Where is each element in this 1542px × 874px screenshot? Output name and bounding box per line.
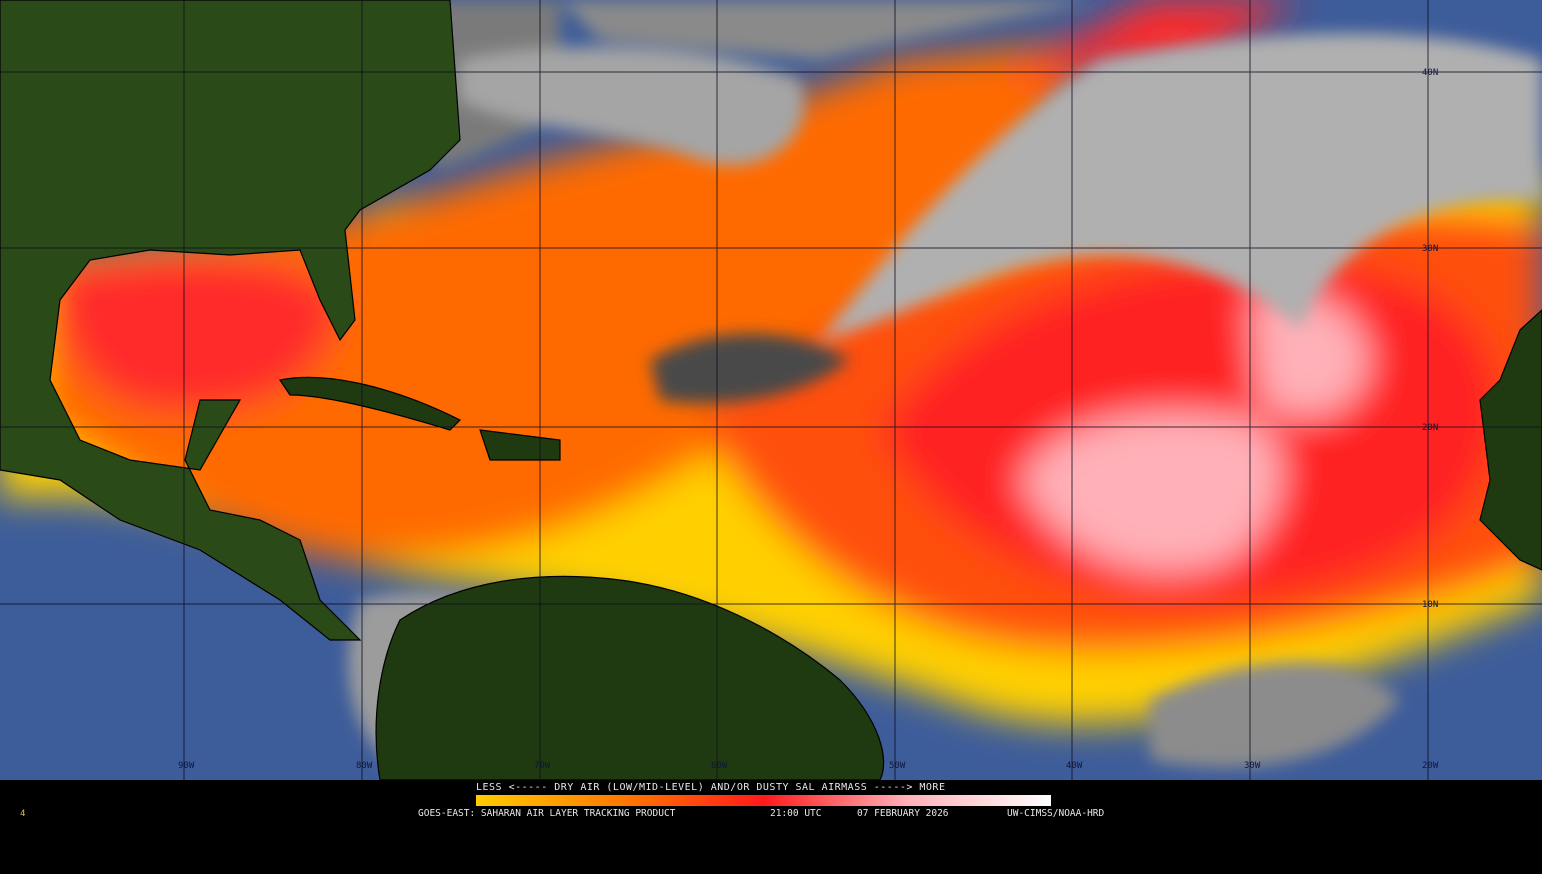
lat-label: 30N <box>1422 244 1438 254</box>
lon-label: 90W <box>178 761 195 771</box>
lat-label: 20N <box>1422 423 1438 433</box>
dry-air-layer <box>0 0 1542 724</box>
legend-color-bar <box>476 795 1051 806</box>
lon-label: 50W <box>889 761 906 771</box>
africa <box>1479 309 1542 571</box>
footer: LESS <----- DRY AIR (LOW/MID-LEVEL) AND/… <box>0 780 1542 820</box>
south-america <box>375 575 885 780</box>
lon-label: 30W <box>1244 761 1261 771</box>
lon-label: 80W <box>356 761 373 771</box>
lon-label: 60W <box>711 761 728 771</box>
satellite-map: 90W 80W 70W 60W 50W 40W 30W 20W 40N 30N … <box>0 0 1542 780</box>
lat-label: 10N <box>1422 600 1438 610</box>
lon-label: 40W <box>1066 761 1083 771</box>
legend-title: LESS <----- DRY AIR (LOW/MID-LEVEL) AND/… <box>476 782 946 793</box>
land-masses <box>0 0 1542 780</box>
product-info: GOES-EAST: SAHARAN AIR LAYER TRACKING PR… <box>12 808 1542 874</box>
latitude-labels: 40N 30N 20N 10N <box>1422 68 1438 610</box>
cuba <box>279 376 462 431</box>
lat-label: 40N <box>1422 68 1438 78</box>
product-name: GOES-EAST: SAHARAN AIR LAYER TRACKING PR… <box>418 808 676 819</box>
north-america <box>0 0 461 641</box>
product-date: 07 FEBRUARY 2026 <box>857 808 949 819</box>
lat-lon-grid <box>0 0 1542 780</box>
lon-label: 20W <box>1422 761 1439 771</box>
longitude-labels: 90W 80W 70W 60W 50W 40W 30W 20W <box>178 761 1439 771</box>
product-time: 21:00 UTC <box>770 808 822 819</box>
frame-number: 4 <box>20 809 26 819</box>
product-credit: UW-CIMSS/NOAA-HRD <box>1007 808 1105 819</box>
lon-label: 70W <box>534 761 551 771</box>
